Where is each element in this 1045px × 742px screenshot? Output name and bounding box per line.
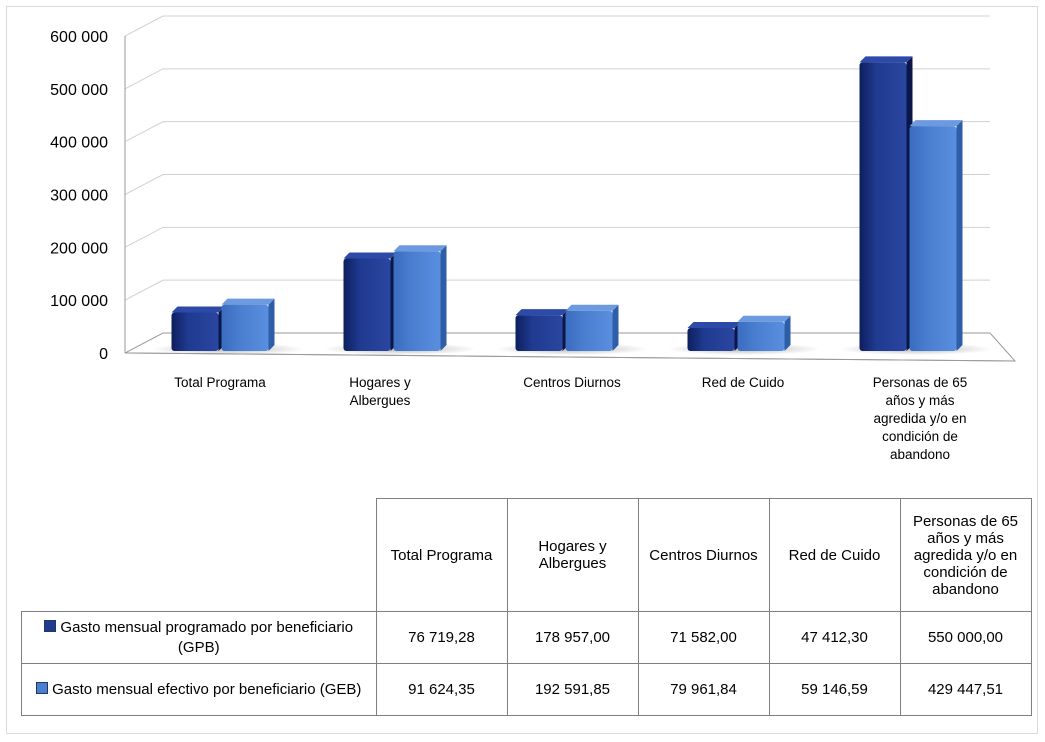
table-row: Gasto mensual programado por beneficiari… [21, 611, 1032, 664]
x-tick-label-hogares: Hogares y Albergues [349, 375, 411, 408]
bar-gpb [687, 321, 741, 351]
bar-side [440, 245, 447, 351]
bar-front [859, 62, 907, 352]
table-cell: 47 412,30 [768, 611, 901, 664]
bar-side [956, 120, 963, 351]
bar-gpb [515, 309, 569, 351]
legend-swatch-geb [36, 681, 49, 694]
bar-geb [737, 315, 791, 351]
bar-top [737, 315, 791, 322]
bar-side [268, 298, 275, 351]
bar-top [221, 298, 275, 305]
bar-top [515, 309, 569, 316]
table-header: Red de Cuido [768, 498, 901, 612]
bar-top [171, 306, 225, 313]
bars [171, 56, 963, 352]
bar-side [612, 304, 619, 351]
bar-gpb [859, 56, 913, 352]
gridlines [124, 15, 990, 301]
chart-frame [6, 6, 1038, 734]
table-header: Personas de 65 años y más agredida y/o e… [899, 498, 1032, 612]
y-tick-label: 300 000 [50, 188, 108, 205]
bar-top [343, 252, 397, 259]
bar-gpb [171, 306, 225, 351]
gridline [124, 15, 990, 37]
bar-front [687, 327, 735, 351]
table-cell: 178 957,00 [506, 611, 639, 664]
bar-top [393, 245, 447, 252]
bar-top [687, 321, 741, 328]
legend-entry-geb: Gasto mensual efectivo por beneficiario … [21, 663, 377, 716]
bar-geb [393, 245, 447, 351]
bar-chart: 0 100 000 200 000 300 000 400 000 500 000 600 … [50, 15, 1017, 363]
table-header: Centros Diurnos [637, 498, 770, 612]
table-cell: 91 624,35 [375, 663, 508, 716]
data-table: Total Programa Hogares y Albergues Centr… [21, 498, 1032, 716]
x-tick-label-centros-diurnos: Centros Diurnos [523, 375, 621, 390]
bar-front [393, 251, 441, 351]
bar-top [859, 56, 913, 63]
y-tick-label: 400 000 [50, 135, 108, 152]
table-row: Gasto mensual efectivo por beneficiario … [21, 663, 1032, 716]
bar-side [784, 315, 791, 351]
table-cell: 76 719,28 [375, 611, 508, 664]
legend-label-geb: Gasto mensual efectivo por beneficiario … [52, 680, 362, 698]
x-tick-label-red-de-cuido: Red de Cuido [701, 375, 785, 390]
table-header: Total Programa [375, 498, 508, 612]
legend-label-gpb: Gasto mensual programado por beneficiari… [60, 618, 354, 656]
bar-geb [909, 120, 963, 351]
x-axis-line [124, 352, 1016, 362]
bar-front [737, 321, 785, 351]
y-tick-label: 500 000 [50, 82, 108, 99]
y-tick-label: 200 000 [50, 240, 108, 257]
bar-front [565, 310, 613, 351]
table-cell: 59 146,59 [768, 663, 901, 716]
bar-front [515, 315, 563, 351]
legend-entry-gpb: Gasto mensual programado por beneficiari… [21, 611, 377, 664]
gridline [124, 279, 990, 301]
table-cell: 71 582,00 [637, 611, 770, 664]
bar-geb [565, 304, 619, 351]
x-tick-label-personas-65: Personas de 65 años y más agredida y/o e… [872, 375, 968, 462]
bar-front [909, 126, 957, 351]
bar-top [909, 120, 963, 127]
legend-swatch-gpb [44, 619, 57, 632]
bar-top [565, 304, 619, 311]
gridline [124, 226, 990, 248]
gridline [124, 174, 990, 195]
bar-front [221, 304, 269, 351]
y-tick-labels: 0 100 000 200 000 300 000 400 000 500 000 600 … [50, 29, 108, 363]
table-header: Hogares y Albergues [506, 498, 639, 612]
bar-front [171, 312, 219, 351]
table-cell: 429 447,51 [899, 663, 1032, 716]
axes [124, 36, 1017, 362]
bar-geb [221, 298, 275, 351]
gridline [124, 68, 990, 90]
table-header-row: Total Programa Hogares y Albergues Centr… [22, 498, 1032, 612]
y-tick-label: 0 [99, 346, 108, 363]
bar-front [343, 258, 391, 351]
table-cell: 79 961,84 [637, 663, 770, 716]
x-tick-label-total-programa: Total Programa [174, 375, 266, 390]
table-cell: 550 000,00 [899, 611, 1032, 664]
y-tick-label: 600 000 [50, 29, 108, 46]
y-tick-label: 100 000 [50, 293, 108, 310]
bar-gpb [343, 252, 397, 351]
table-cell: 192 591,85 [506, 663, 639, 716]
table-corner [22, 499, 377, 612]
gridline [124, 121, 990, 143]
